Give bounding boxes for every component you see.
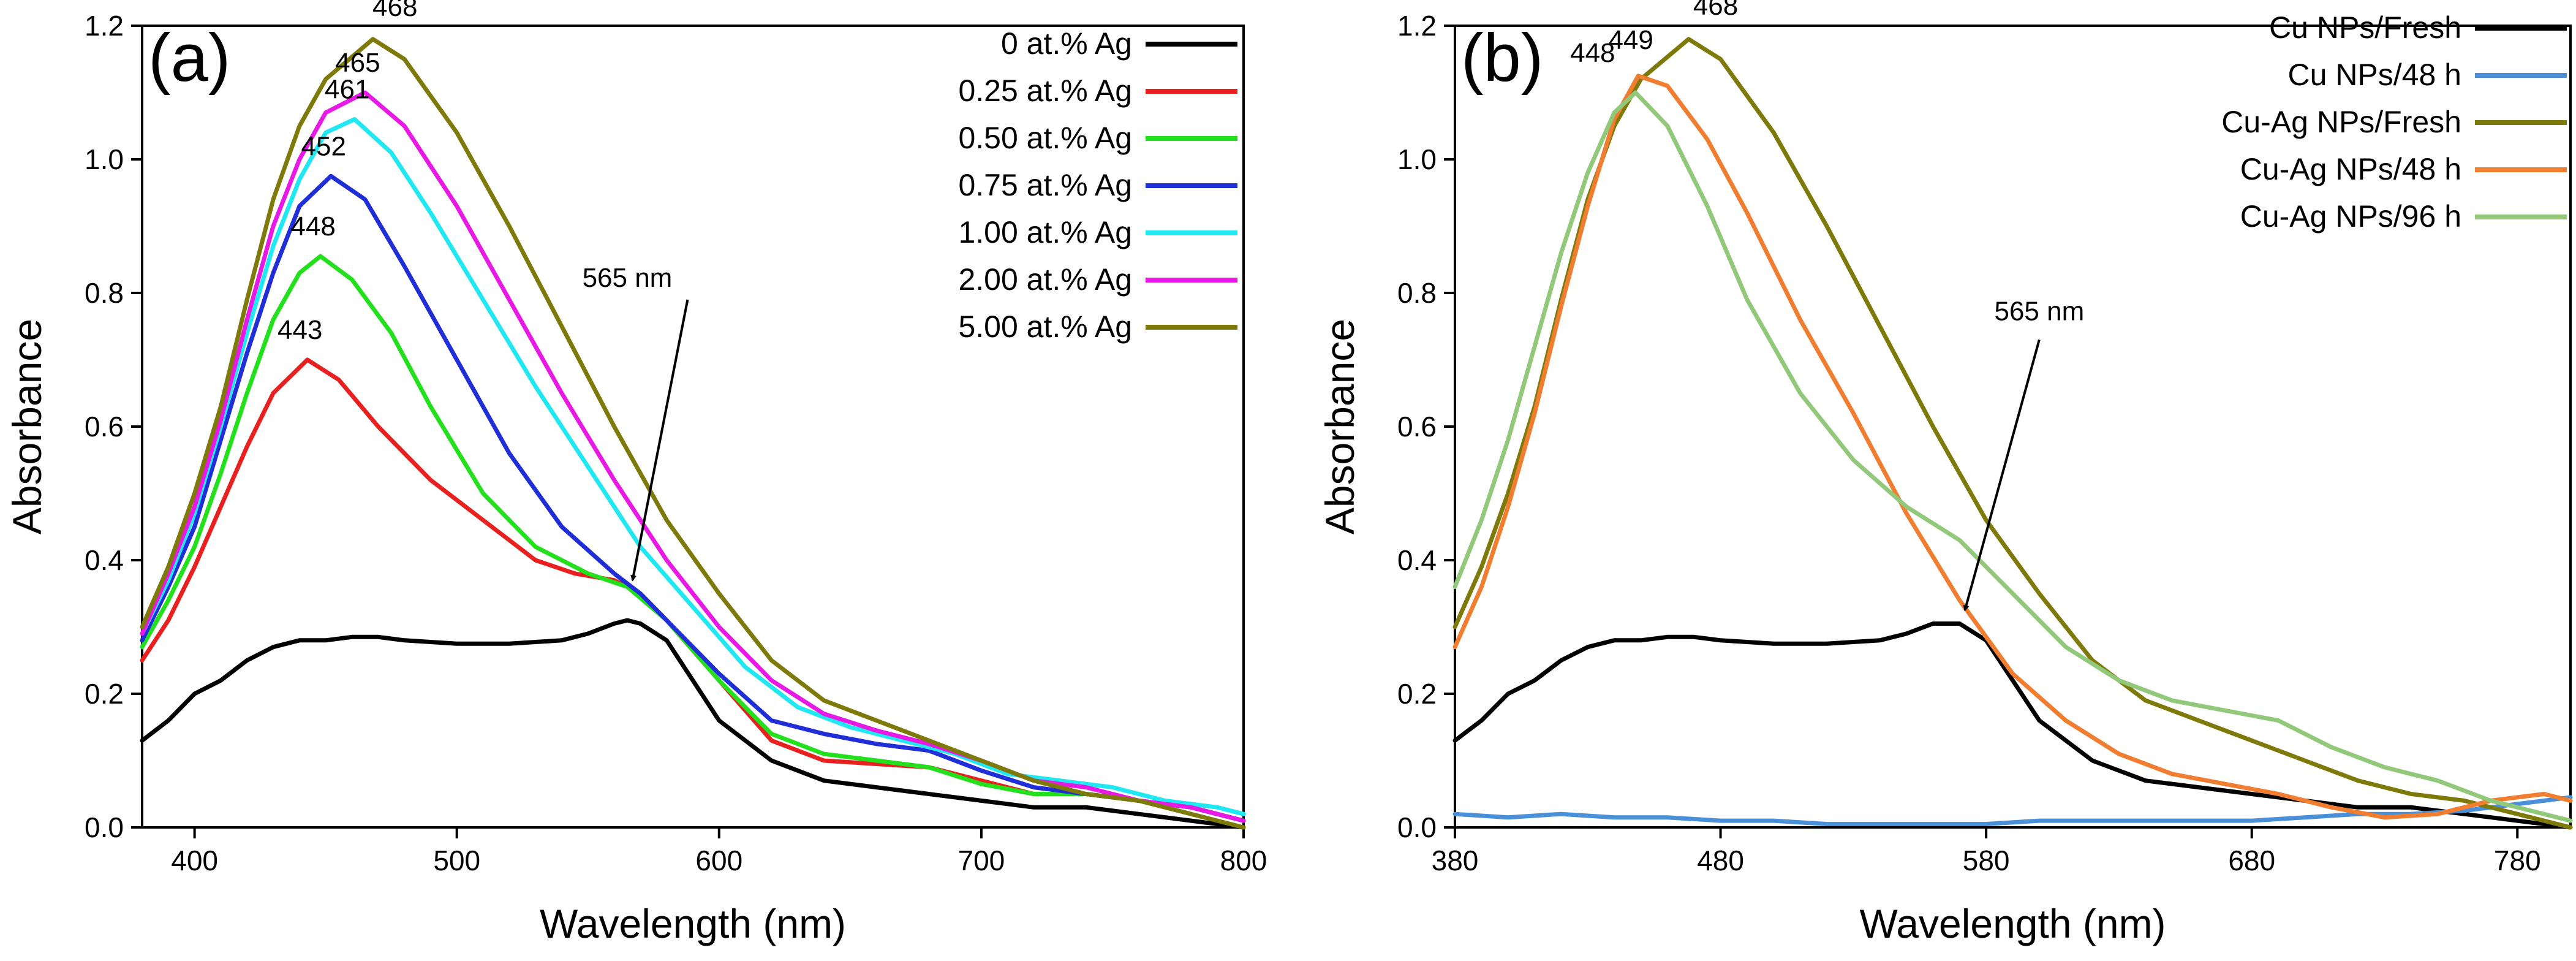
legend-label-b-2: Cu-Ag NPs/Fresh [2221, 105, 2461, 139]
x-tick-label-a: 600 [695, 845, 742, 876]
x-tick-label-b: 780 [2494, 845, 2541, 876]
series-line-a-0 [140, 618, 1246, 830]
arrow-line-b [1963, 339, 2041, 612]
x-tick-label-a: 800 [1220, 845, 1267, 876]
y-tick-label-a: 0.8 [85, 277, 124, 309]
x-axis-title-a: Wavelength (nm) [540, 901, 846, 946]
legend-label-b-4: Cu-Ag NPs/96 h [2240, 199, 2461, 234]
legend-label-b-1: Cu NPs/48 h [2288, 58, 2461, 92]
y-tick-label-b: 0.2 [1397, 678, 1437, 710]
arrow-label-b: 565 nm [1994, 297, 2084, 327]
y-tick-label-a: 0.6 [85, 411, 124, 443]
legend-label-a-2: 0.50 at.% Ag [958, 121, 1132, 155]
y-tick-label-b: 0.0 [1397, 811, 1437, 843]
x-axis-title-b: Wavelength (nm) [1859, 901, 2166, 946]
x-tick-label-a: 700 [958, 845, 1005, 876]
y-tick-label-a: 0.2 [85, 678, 124, 710]
panel-label-b: (b) [1461, 20, 1543, 96]
series-line-a-6 [140, 37, 1246, 830]
y-tick-label-b: 0.4 [1397, 544, 1437, 576]
legend-label-b-0: Cu NPs/Fresh [2269, 10, 2461, 45]
peak-annotation-a-0: 443 [278, 315, 322, 345]
panel-label-a: (a) [148, 20, 230, 96]
arrow-label-a: 565 nm [583, 263, 673, 293]
legend-label-a-1: 0.25 at.% Ag [958, 74, 1132, 108]
legend-label-a-3: 0.75 at.% Ag [958, 168, 1132, 202]
x-tick-label-b: 380 [1432, 845, 1479, 876]
series-line-b-0 [1452, 621, 2573, 830]
peak-annotation-b-0: 448 [1570, 38, 1615, 68]
series-line-b-3 [1452, 74, 2573, 820]
peak-annotation-b-1: 449 [1608, 25, 1653, 55]
legend-label-a-6: 5.00 at.% Ag [958, 310, 1132, 344]
series-line-a-4 [140, 117, 1246, 816]
y-tick-label-b: 1.2 [1397, 10, 1437, 42]
arrow-line-a [630, 299, 689, 582]
y-tick-label-a: 1.0 [85, 143, 124, 175]
x-tick-label-b: 580 [1963, 845, 2010, 876]
series-line-a-2 [140, 254, 1246, 823]
y-tick-label-a: 1.2 [85, 10, 124, 42]
y-tick-label-b: 0.6 [1397, 411, 1437, 443]
x-tick-label-b: 680 [2228, 845, 2275, 876]
y-tick-label-b: 1.0 [1397, 143, 1437, 175]
peak-annotation-a-5: 468 [372, 0, 417, 22]
x-tick-label-a: 500 [433, 845, 480, 876]
peak-annotation-a-3: 461 [325, 75, 369, 105]
legend-label-a-5: 2.00 at.% Ag [958, 262, 1132, 297]
peak-annotation-b-2: 468 [1693, 0, 1738, 21]
y-axis-title-b: Absorbance [1317, 319, 1362, 534]
series-line-a-3 [140, 173, 1246, 823]
x-tick-label-a: 400 [171, 845, 218, 876]
y-tick-label-a: 0.4 [85, 544, 124, 576]
peak-annotation-a-4: 465 [335, 48, 380, 78]
legend-label-a-0: 0 at.% Ag [1001, 26, 1132, 61]
y-axis-title-a: Absorbance [4, 319, 50, 534]
series-line-b-1 [1452, 795, 2573, 826]
peak-annotation-a-1: 448 [290, 211, 335, 241]
y-tick-label-a: 0.0 [85, 811, 124, 843]
series-line-b-4 [1452, 90, 2573, 823]
legend-label-b-3: Cu-Ag NPs/48 h [2240, 152, 2461, 186]
plot-frame-b [1454, 25, 2572, 829]
legend-label-a-4: 1.00 at.% Ag [958, 215, 1132, 249]
y-tick-label-b: 0.8 [1397, 277, 1437, 309]
x-tick-label-b: 480 [1697, 845, 1744, 876]
peak-annotation-a-2: 452 [301, 131, 346, 161]
